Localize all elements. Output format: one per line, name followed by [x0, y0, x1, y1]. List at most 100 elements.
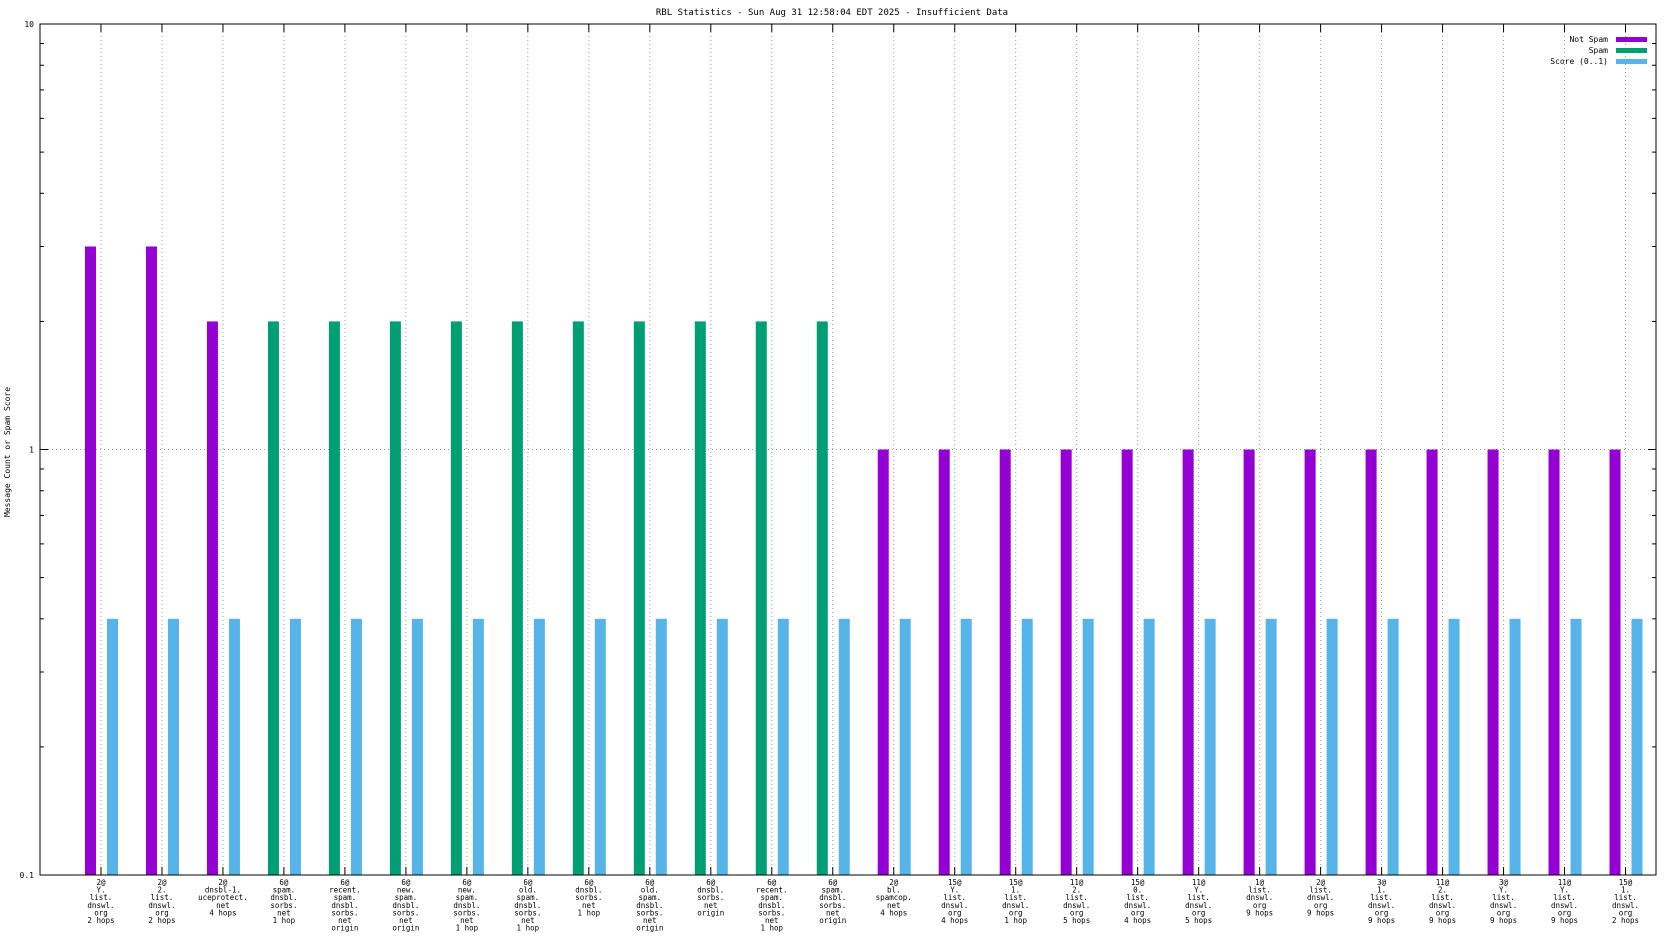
- x-tick-label: dnswl.: [1124, 901, 1151, 910]
- x-tick-label: 1 hop: [578, 908, 601, 917]
- x-tick-label: net: [399, 916, 413, 925]
- bar-not-spam: [1121, 449, 1133, 875]
- bar-score-0-1: [960, 618, 972, 875]
- x-tick-label: sorbs.: [392, 908, 419, 917]
- x-tick-label: sorbs.: [575, 893, 602, 902]
- x-tick-label: dnsbl.: [514, 901, 541, 910]
- x-tick-label: org: [1375, 908, 1389, 917]
- x-tick-label: dnswl.: [1002, 901, 1029, 910]
- x-tick-label: list.: [1309, 886, 1332, 895]
- x-tick-label: sorbs.: [331, 908, 358, 917]
- x-tick-label: spam.: [639, 893, 662, 902]
- x-tick-label: 2.: [1438, 886, 1447, 895]
- x-tick-label: 9 hops: [1307, 908, 1334, 917]
- x-tick-label: sorbs.: [758, 908, 785, 917]
- bar-score-0-1: [106, 618, 118, 875]
- x-tick-label: list.: [1492, 893, 1515, 902]
- bars: [84, 246, 1643, 875]
- x-tick-label: net: [460, 916, 474, 925]
- x-tick-label: 2@: [889, 878, 899, 887]
- x-tick-label: new.: [397, 886, 415, 895]
- x-tick-label: 1 hop: [517, 924, 540, 933]
- x-tick-label: 9 hops: [1490, 916, 1517, 925]
- legend-label: Score (0..1): [1550, 57, 1608, 66]
- y-axis-label: Message Count or Spam Score: [3, 387, 12, 517]
- x-tick-label: 6@: [584, 878, 594, 887]
- x-tick-label: 6@: [340, 878, 350, 887]
- x-tick-label: origin: [392, 924, 419, 933]
- x-tick-label: 1 hop: [273, 916, 296, 925]
- x-tick-label: org: [94, 908, 108, 917]
- bar-score-0-1: [1509, 618, 1521, 875]
- x-tick-label: recent.: [329, 886, 361, 895]
- bar-score-0-1: [411, 618, 423, 875]
- x-tick-label: 2 hops: [148, 916, 175, 925]
- x-tick-label: list.: [90, 893, 113, 902]
- axis-ticks: 0.1 1 10: [20, 20, 1656, 880]
- x-tick-label: dnsbl.: [575, 886, 602, 895]
- x-tick-label: 2@: [96, 878, 106, 887]
- x-tick-label: 2@: [157, 878, 167, 887]
- x-tick-label: sorbs.: [697, 893, 724, 902]
- x-tick-label: dnswl.: [1307, 893, 1334, 902]
- x-tick-label: 2.: [1072, 886, 1081, 895]
- x-tick-label: Y.: [96, 886, 105, 895]
- bar-score-0-1: [228, 618, 240, 875]
- legend-swatch: [1616, 48, 1647, 53]
- bar-spam: [755, 321, 767, 875]
- bar-score-0-1: [1448, 618, 1460, 875]
- x-tick-label: dnswl.: [1490, 901, 1517, 910]
- x-tick-label: 4 hops: [1124, 916, 1151, 925]
- bar-not-spam: [1365, 449, 1377, 875]
- x-tick-label: sorbs.: [270, 901, 297, 910]
- x-tick-label: sorbs.: [636, 908, 663, 917]
- x-tick-label: Y.: [1560, 886, 1569, 895]
- bar-spam: [572, 321, 584, 875]
- x-tick-label: 1.: [1011, 886, 1020, 895]
- x-tick-label: dnswl.: [1063, 901, 1090, 910]
- x-tick-label: org: [1253, 901, 1267, 910]
- x-tick-label: Y.: [1194, 886, 1203, 895]
- x-tick-label: dnswl.: [148, 901, 175, 910]
- x-tick-label: 9 hops: [1551, 916, 1578, 925]
- bar-not-spam: [84, 246, 96, 875]
- x-tick-label: net: [643, 916, 657, 925]
- bar-score-0-1: [350, 618, 362, 875]
- x-tick-label: old.: [519, 886, 537, 895]
- bar-spam: [694, 321, 706, 875]
- bar-score-0-1: [1326, 618, 1338, 875]
- bar-score-0-1: [777, 618, 789, 875]
- x-tick-label: Y.: [950, 886, 959, 895]
- x-tick-label: old.: [641, 886, 659, 895]
- x-tick-label: 15@: [1009, 878, 1023, 887]
- bar-not-spam: [1426, 449, 1438, 875]
- x-tick-label: dnswl.: [1368, 901, 1395, 910]
- x-tick-label: 2.: [157, 886, 166, 895]
- x-tick-label: net: [338, 916, 352, 925]
- chart-title: RBL Statistics - Sun Aug 31 12:58:04 EDT…: [656, 8, 1008, 18]
- x-tick-label: list.: [943, 893, 966, 902]
- legend-label: Spam: [1589, 46, 1608, 55]
- x-tick-label: 4 hops: [209, 908, 236, 917]
- bar-not-spam: [1243, 449, 1255, 875]
- bar-score-0-1: [655, 618, 667, 875]
- x-tick-label: dnsbl.: [270, 893, 297, 902]
- x-tick-label: 6@: [706, 878, 716, 887]
- bar-spam: [389, 321, 401, 875]
- x-tick-label: 15@: [1619, 878, 1633, 887]
- x-tick-label: origin: [331, 924, 358, 933]
- legend-swatch: [1616, 59, 1647, 64]
- bar-score-0-1: [1265, 618, 1277, 875]
- x-tick-label: 3@: [1499, 878, 1509, 887]
- x-tick-label: 9 hops: [1429, 916, 1456, 925]
- x-tick-label: 11@: [1070, 878, 1084, 887]
- x-tick-label: net: [765, 916, 779, 925]
- bar-spam: [511, 321, 523, 875]
- x-tick-label: 1 hop: [760, 924, 783, 933]
- x-tick-label: 4 hops: [941, 916, 968, 925]
- x-tick-label: 15@: [1131, 878, 1145, 887]
- legend-swatch: [1616, 37, 1647, 42]
- x-tick-label: bl.: [887, 886, 901, 895]
- x-tick-label: org: [1436, 908, 1450, 917]
- x-tick-label: 1 hop: [456, 924, 479, 933]
